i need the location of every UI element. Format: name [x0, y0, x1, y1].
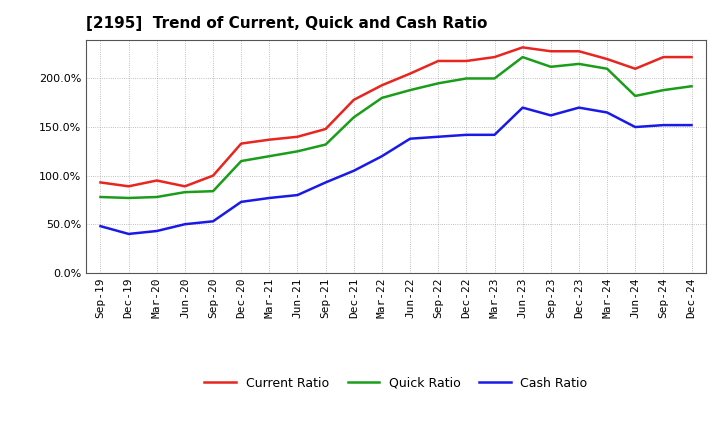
Current Ratio — [518, 45, 527, 50]
Quick Ratio — [406, 88, 415, 93]
Current Ratio — [603, 56, 611, 62]
Quick Ratio — [293, 149, 302, 154]
Quick Ratio — [546, 64, 555, 70]
Cash Ratio — [209, 219, 217, 224]
Current Ratio — [406, 71, 415, 76]
Current Ratio — [687, 55, 696, 60]
Current Ratio — [265, 137, 274, 142]
Current Ratio — [546, 48, 555, 54]
Current Ratio — [462, 59, 471, 64]
Cash Ratio — [181, 222, 189, 227]
Quick Ratio — [575, 61, 583, 66]
Cash Ratio — [631, 125, 639, 130]
Quick Ratio — [321, 142, 330, 147]
Quick Ratio — [265, 154, 274, 159]
Current Ratio — [96, 180, 105, 185]
Cash Ratio — [518, 105, 527, 110]
Current Ratio — [321, 126, 330, 132]
Cash Ratio — [659, 122, 667, 128]
Current Ratio — [490, 55, 499, 60]
Quick Ratio — [462, 76, 471, 81]
Text: [2195]  Trend of Current, Quick and Cash Ratio: [2195] Trend of Current, Quick and Cash … — [86, 16, 487, 32]
Line: Cash Ratio: Cash Ratio — [101, 108, 691, 234]
Quick Ratio — [209, 188, 217, 194]
Quick Ratio — [181, 190, 189, 195]
Quick Ratio — [631, 93, 639, 99]
Cash Ratio — [96, 224, 105, 229]
Legend: Current Ratio, Quick Ratio, Cash Ratio: Current Ratio, Quick Ratio, Cash Ratio — [199, 372, 593, 395]
Cash Ratio — [293, 192, 302, 198]
Cash Ratio — [125, 231, 133, 237]
Current Ratio — [237, 141, 246, 146]
Current Ratio — [434, 59, 443, 64]
Line: Current Ratio: Current Ratio — [101, 48, 691, 186]
Current Ratio — [125, 183, 133, 189]
Current Ratio — [153, 178, 161, 183]
Current Ratio — [209, 173, 217, 178]
Cash Ratio — [490, 132, 499, 137]
Current Ratio — [293, 134, 302, 139]
Quick Ratio — [603, 66, 611, 71]
Current Ratio — [377, 83, 386, 88]
Quick Ratio — [434, 81, 443, 86]
Current Ratio — [181, 183, 189, 189]
Quick Ratio — [349, 115, 358, 120]
Quick Ratio — [518, 55, 527, 60]
Quick Ratio — [490, 76, 499, 81]
Current Ratio — [631, 66, 639, 71]
Cash Ratio — [603, 110, 611, 115]
Current Ratio — [349, 97, 358, 103]
Cash Ratio — [546, 113, 555, 118]
Cash Ratio — [377, 154, 386, 159]
Cash Ratio — [237, 199, 246, 205]
Cash Ratio — [575, 105, 583, 110]
Quick Ratio — [687, 84, 696, 89]
Cash Ratio — [434, 134, 443, 139]
Current Ratio — [659, 55, 667, 60]
Quick Ratio — [237, 158, 246, 164]
Cash Ratio — [349, 168, 358, 173]
Quick Ratio — [377, 95, 386, 100]
Cash Ratio — [321, 180, 330, 185]
Line: Quick Ratio: Quick Ratio — [101, 57, 691, 198]
Cash Ratio — [153, 228, 161, 234]
Quick Ratio — [659, 88, 667, 93]
Quick Ratio — [125, 195, 133, 201]
Cash Ratio — [406, 136, 415, 141]
Quick Ratio — [96, 194, 105, 200]
Cash Ratio — [687, 122, 696, 128]
Quick Ratio — [153, 194, 161, 200]
Cash Ratio — [265, 195, 274, 201]
Current Ratio — [575, 48, 583, 54]
Cash Ratio — [462, 132, 471, 137]
